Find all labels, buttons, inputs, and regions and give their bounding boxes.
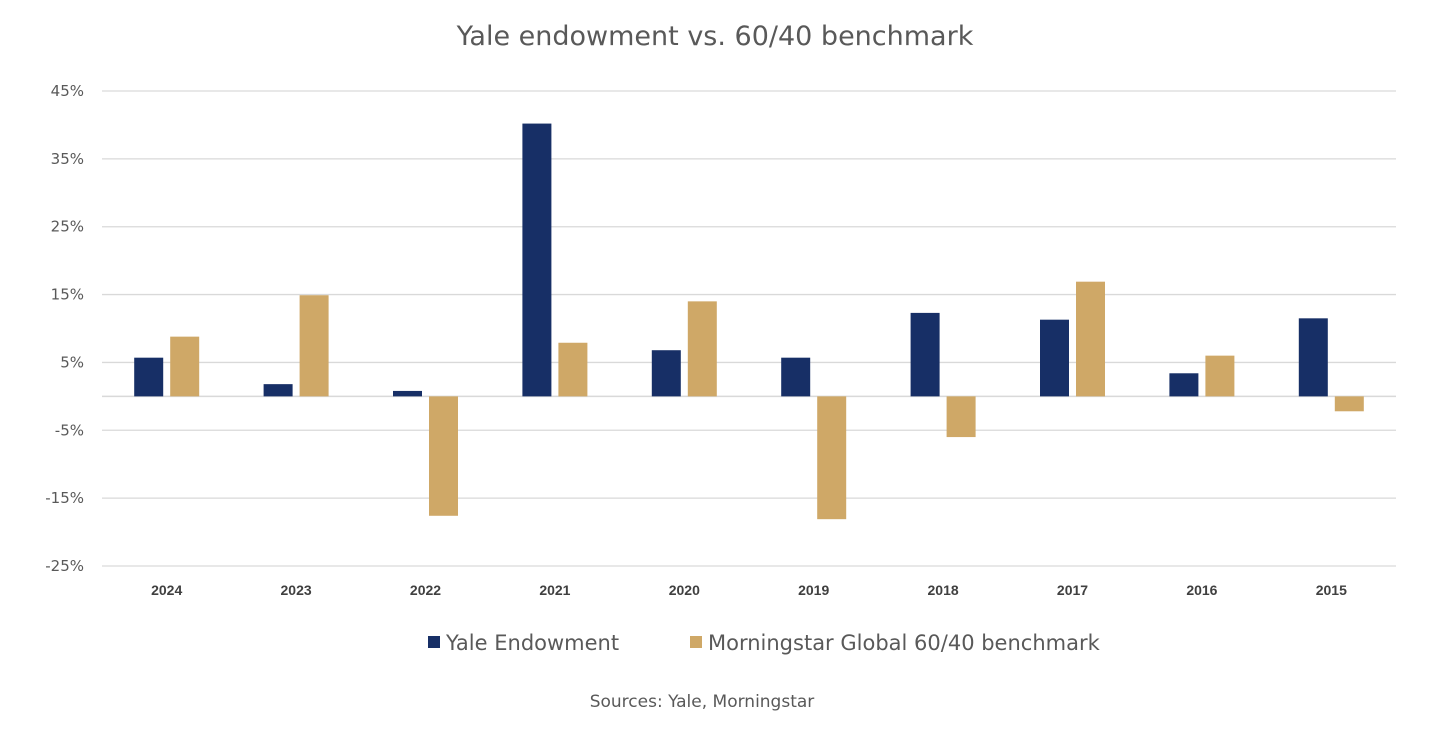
y-tick-label: 45%	[51, 82, 84, 100]
y-tick-label: 35%	[51, 150, 84, 168]
bar-yale-2020	[651, 350, 681, 397]
y-tick-label: -15%	[45, 489, 84, 507]
bar-yale-2021	[522, 123, 552, 397]
y-tick-label: 5%	[60, 353, 84, 371]
x-tick-label: 2022	[410, 582, 441, 598]
bar-benchmark-2018	[946, 396, 976, 438]
bar-benchmark-2022	[429, 396, 458, 516]
x-tick-label: 2020	[669, 582, 700, 598]
x-tick-label: 2023	[281, 582, 312, 598]
chart-title: Yale endowment vs. 60/40 benchmark	[456, 21, 974, 52]
y-tick-label: -25%	[45, 557, 84, 575]
bar-yale-2022	[393, 390, 422, 397]
bar-yale-2017	[1040, 319, 1069, 397]
x-tick-label: 2024	[151, 582, 182, 598]
bar-benchmark-2015	[1334, 396, 1364, 412]
bar-benchmark-2017	[1076, 281, 1105, 397]
y-tick-label: 25%	[51, 218, 84, 236]
y-tick-label: 15%	[51, 286, 84, 304]
x-tick-label: 2016	[1186, 582, 1217, 598]
bar-benchmark-2016	[1205, 355, 1235, 397]
x-tick-label: 2017	[1057, 582, 1088, 598]
bar-yale-2015	[1298, 318, 1328, 397]
bar-benchmark-2020	[687, 301, 717, 397]
legend-swatch	[690, 636, 702, 648]
bar-yale-2019	[781, 357, 811, 397]
bar-yale-2023	[263, 384, 293, 397]
legend-label: Yale Endowment	[445, 631, 619, 655]
bar-benchmark-2021	[558, 342, 588, 397]
x-tick-label: 2019	[798, 582, 829, 598]
bar-benchmark-2019	[817, 396, 847, 520]
x-tick-label: 2018	[928, 582, 959, 598]
y-tick-label: -5%	[55, 421, 84, 439]
legend-label: Morningstar Global 60/40 benchmark	[708, 631, 1101, 655]
bar-yale-2018	[910, 312, 940, 397]
legend-swatch	[428, 636, 440, 648]
bar-yale-2016	[1169, 373, 1199, 397]
x-tick-label: 2015	[1316, 582, 1347, 598]
bar-benchmark-2023	[299, 295, 329, 397]
bar-benchmark-2024	[170, 336, 200, 397]
x-tick-label: 2021	[539, 582, 570, 598]
bar-yale-2024	[134, 357, 164, 397]
source-note: Sources: Yale, Morningstar	[590, 692, 815, 712]
